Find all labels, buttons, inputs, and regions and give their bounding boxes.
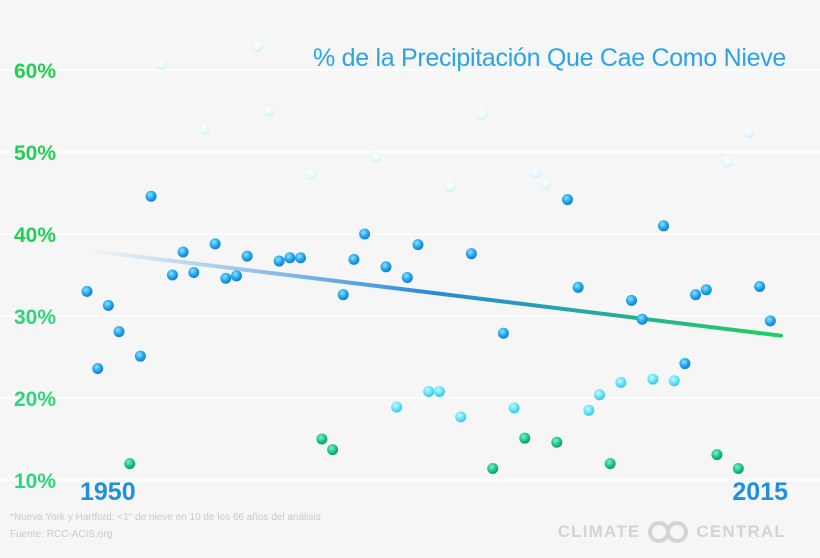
footnote: *Nueva York y Hartford: <1" de nieve en …: [10, 512, 321, 523]
data-point: [81, 285, 93, 297]
data-point: [487, 463, 499, 475]
data-point: [455, 411, 467, 423]
data-point: [540, 178, 552, 190]
data-point: [561, 194, 573, 206]
data-point: [465, 248, 477, 260]
data-point: [508, 402, 520, 414]
logo-text-left: CLIMATE: [557, 522, 641, 541]
data-point: [252, 40, 264, 52]
data-point: [647, 373, 659, 385]
x-axis-start-label: 1950: [80, 478, 136, 506]
data-point: [134, 350, 146, 362]
data-point: [327, 444, 339, 456]
data-point: [359, 228, 371, 240]
data-point: [743, 126, 755, 138]
data-point: [626, 294, 638, 306]
data-point: [433, 385, 445, 397]
data-point: [102, 299, 114, 311]
gridlines: [0, 69, 820, 481]
data-point: [145, 190, 157, 202]
data-point: [412, 239, 424, 251]
data-point: [166, 269, 178, 281]
data-point: [209, 238, 221, 250]
data-point: [156, 58, 168, 70]
data-point: [423, 385, 435, 397]
data-point: [497, 327, 509, 339]
data-point: [198, 123, 210, 135]
data-point: [284, 252, 296, 264]
data-point: [177, 246, 189, 258]
data-point: [316, 433, 328, 445]
data-point: [732, 463, 744, 475]
y-axis-ticks: 10% 20% 30% 40% 50% 60%: [14, 60, 56, 493]
y-tick-label: 20%: [14, 388, 56, 411]
data-point: [113, 326, 125, 338]
data-point: [615, 376, 627, 388]
data-point: [295, 252, 307, 264]
data-point: [754, 280, 766, 292]
data-point: [380, 261, 392, 273]
data-point: [690, 289, 702, 301]
y-tick-label: 40%: [14, 224, 56, 247]
data-point: [369, 151, 381, 163]
data-point: [241, 250, 253, 262]
data-point: [124, 458, 136, 470]
climate-central-logo-icon: [648, 521, 689, 543]
data-point: [700, 284, 712, 296]
y-tick-label: 10%: [14, 470, 56, 493]
data-point: [604, 458, 616, 470]
data-point: [263, 105, 275, 117]
trend-line-group: [85, 248, 783, 338]
data-point: [722, 156, 734, 168]
data-point: [572, 281, 584, 293]
data-point: [658, 220, 670, 232]
logo-text-right: CENTRAL: [696, 522, 786, 541]
y-tick-label: 60%: [14, 60, 56, 83]
data-point: [391, 401, 403, 413]
data-point: [519, 432, 531, 444]
data-point: [636, 313, 648, 325]
data-point: [230, 270, 242, 282]
data-point: [348, 253, 360, 265]
data-point: [764, 315, 776, 327]
data-points: [81, 40, 776, 475]
data-point: [444, 180, 456, 192]
y-tick-label: 30%: [14, 306, 56, 329]
data-point: [679, 358, 691, 370]
data-point: [711, 449, 723, 461]
data-point: [668, 375, 680, 387]
x-axis-end-label: 2015: [732, 478, 788, 506]
source-note: Fuente: RCC-ACIS.org: [10, 529, 113, 540]
chart-title: % de la Precipitación Que Cae Como Nieve: [313, 44, 786, 72]
data-point: [188, 267, 200, 279]
data-point: [593, 389, 605, 401]
data-point: [583, 404, 595, 416]
data-point: [476, 108, 488, 120]
data-point: [551, 436, 563, 448]
y-tick-label: 50%: [14, 142, 56, 165]
data-point: [305, 168, 317, 180]
data-point: [529, 167, 541, 178]
data-point: [401, 271, 413, 283]
data-point: [273, 255, 285, 267]
data-point: [337, 289, 349, 301]
climate-central-logo: CLIMATE CENTRAL: [558, 520, 786, 544]
trend-line: [85, 248, 783, 338]
data-point: [220, 272, 232, 284]
data-point: [92, 362, 104, 374]
